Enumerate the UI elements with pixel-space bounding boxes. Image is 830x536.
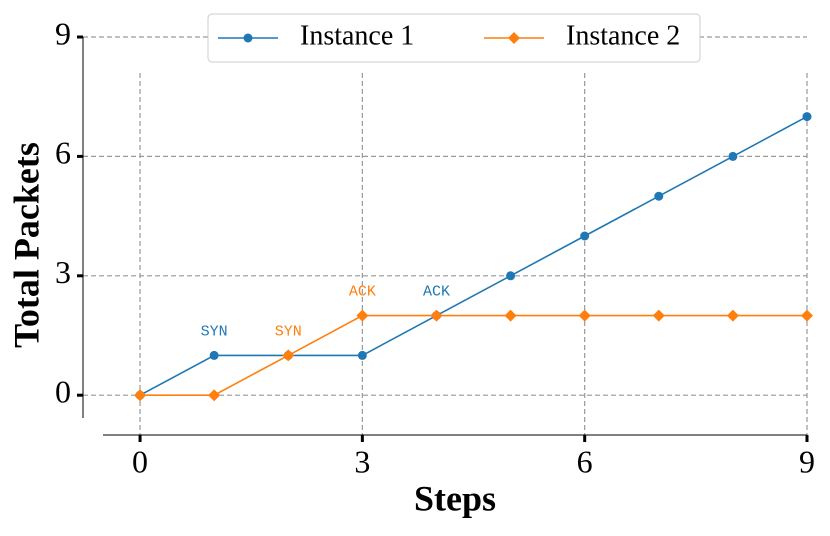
data-point [357,350,367,360]
x-tick-label: 3 [354,443,370,479]
y-tick-label: 0 [55,374,71,410]
data-point [430,309,443,322]
annotation: ACK [423,284,450,301]
data-point [356,309,369,322]
legend-marker [508,32,520,44]
data-point [282,349,295,362]
series-line [140,314,807,396]
x-tick-label: 6 [577,443,593,479]
legend-label: Instance 2 [566,20,680,51]
annotation: SYN [275,323,302,340]
data-point [208,389,221,402]
data-point [580,231,590,241]
annotation: ACK [349,284,376,301]
legend-box [207,13,701,63]
series-line [139,115,808,396]
annotation: SYN [201,323,228,340]
data-point [504,309,517,322]
legend-marker [243,33,253,43]
data-point [578,309,591,322]
x-axis-label: Steps [414,478,496,518]
y-tick-label: 6 [55,135,71,171]
legend-label: Instance 1 [300,20,414,51]
legend: Instance 1 Instance 2 [207,13,701,63]
y-axis-label: Total Packets [6,142,46,348]
data-point [801,309,813,322]
data-point [134,389,147,402]
data-point [726,309,739,322]
data-point [506,271,516,281]
data-point [654,191,664,201]
y-tick-label: 3 [55,254,71,290]
data-point [802,112,812,122]
x-tick-label: 9 [799,443,815,479]
x-tick-label: 0 [132,443,148,479]
y-tick-label: 9 [55,15,71,51]
data-point [209,350,219,360]
data-point [652,309,665,322]
data-point [728,151,738,161]
